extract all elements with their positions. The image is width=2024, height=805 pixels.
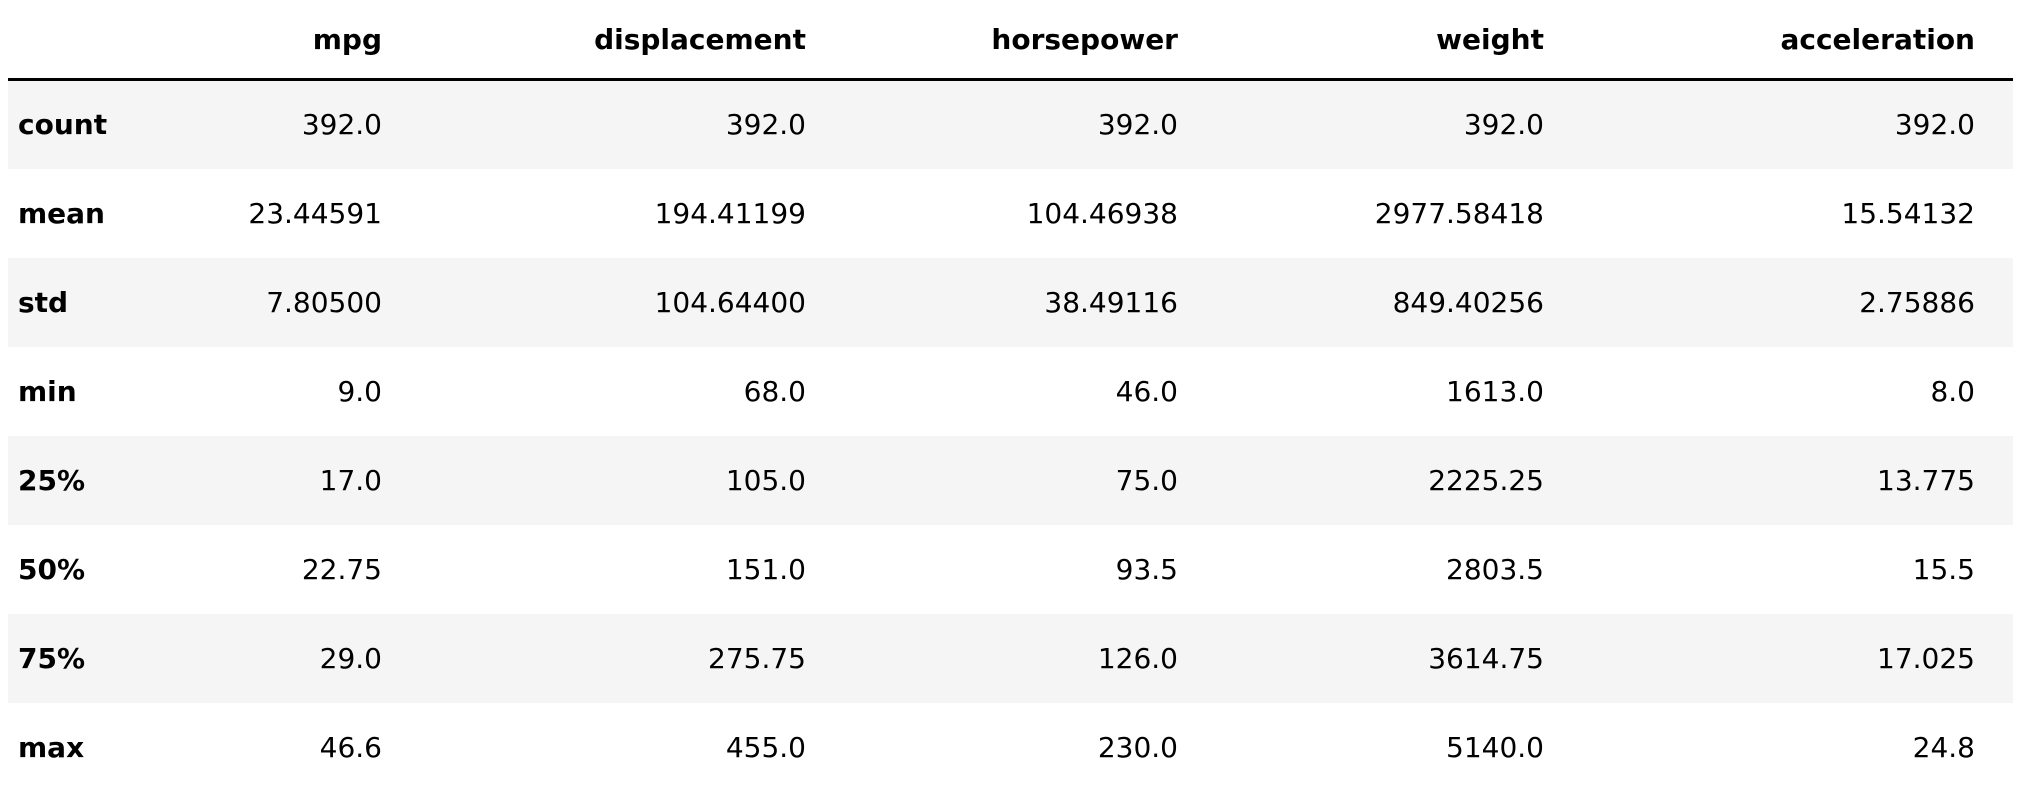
table-row: mean 23.44591 194.41199 104.46938 2977.5… (8, 169, 2013, 258)
table-row: 75% 29.0 275.75 126.0 3614.75 17.025 (8, 614, 2013, 703)
table-row: count 392.0 392.0 392.0 392.0 392.0 (8, 80, 2013, 169)
table-cell: 392.0 (806, 80, 1178, 169)
table-cell: 24.8 (1544, 703, 1975, 792)
table-cell: 13.775 (1544, 436, 1975, 525)
row-spacer (1975, 169, 2013, 258)
table-cell: 392.0 (1544, 80, 1975, 169)
table-cell: 2.75886 (1544, 258, 1975, 347)
table-cell: 392.0 (108, 80, 382, 169)
table-cell: 105.0 (382, 436, 806, 525)
table-cell: 46.6 (108, 703, 382, 792)
table-row: 50% 22.75 151.0 93.5 2803.5 15.5 (8, 525, 2013, 614)
table-cell: 392.0 (1178, 80, 1544, 169)
table-cell: 46.0 (806, 347, 1178, 436)
row-spacer (1975, 525, 2013, 614)
table-cell: 68.0 (382, 347, 806, 436)
row-label: min (8, 347, 108, 436)
table-cell: 849.40256 (1178, 258, 1544, 347)
table-cell: 15.54132 (1544, 169, 1975, 258)
table-cell: 38.49116 (806, 258, 1178, 347)
summary-statistics-table: mpg displacement horsepower weight accel… (8, 0, 2013, 792)
table-cell: 22.75 (108, 525, 382, 614)
header-row: mpg displacement horsepower weight accel… (8, 0, 2013, 80)
row-label: 50% (8, 525, 108, 614)
summary-statistics-table-container: mpg displacement horsepower weight accel… (8, 0, 2013, 792)
table-cell: 104.64400 (382, 258, 806, 347)
column-header-mpg: mpg (108, 0, 382, 80)
table-cell: 2803.5 (1178, 525, 1544, 614)
row-label: std (8, 258, 108, 347)
table-cell: 275.75 (382, 614, 806, 703)
row-label: mean (8, 169, 108, 258)
table-cell: 9.0 (108, 347, 382, 436)
table-cell: 93.5 (806, 525, 1178, 614)
header-spacer (1975, 0, 2013, 80)
table-cell: 7.80500 (108, 258, 382, 347)
table-cell: 104.46938 (806, 169, 1178, 258)
table-cell: 392.0 (382, 80, 806, 169)
table-cell: 17.025 (1544, 614, 1975, 703)
table-cell: 2977.58418 (1178, 169, 1544, 258)
table-body: count 392.0 392.0 392.0 392.0 392.0 mean… (8, 80, 2013, 792)
table-cell: 2225.25 (1178, 436, 1544, 525)
row-label: max (8, 703, 108, 792)
row-label: 75% (8, 614, 108, 703)
table-cell: 8.0 (1544, 347, 1975, 436)
table-cell: 5140.0 (1178, 703, 1544, 792)
table-row: 25% 17.0 105.0 75.0 2225.25 13.775 (8, 436, 2013, 525)
table-cell: 17.0 (108, 436, 382, 525)
table-cell: 151.0 (382, 525, 806, 614)
column-header-horsepower: horsepower (806, 0, 1178, 80)
column-header-acceleration: acceleration (1544, 0, 1975, 80)
table-cell: 126.0 (806, 614, 1178, 703)
table-cell: 23.44591 (108, 169, 382, 258)
table-cell: 75.0 (806, 436, 1178, 525)
row-spacer (1975, 258, 2013, 347)
table-cell: 230.0 (806, 703, 1178, 792)
row-spacer (1975, 436, 2013, 525)
row-label: 25% (8, 436, 108, 525)
table-row: std 7.80500 104.64400 38.49116 849.40256… (8, 258, 2013, 347)
column-header-weight: weight (1178, 0, 1544, 80)
row-spacer (1975, 614, 2013, 703)
table-cell: 3614.75 (1178, 614, 1544, 703)
table-row: min 9.0 68.0 46.0 1613.0 8.0 (8, 347, 2013, 436)
table-cell: 15.5 (1544, 525, 1975, 614)
row-spacer (1975, 347, 2013, 436)
index-header-corner (8, 0, 108, 80)
table-cell: 29.0 (108, 614, 382, 703)
row-label: count (8, 80, 108, 169)
table-cell: 194.41199 (382, 169, 806, 258)
table-row: max 46.6 455.0 230.0 5140.0 24.8 (8, 703, 2013, 792)
column-header-displacement: displacement (382, 0, 806, 80)
row-spacer (1975, 703, 2013, 792)
table-header: mpg displacement horsepower weight accel… (8, 0, 2013, 80)
row-spacer (1975, 80, 2013, 169)
table-cell: 455.0 (382, 703, 806, 792)
table-cell: 1613.0 (1178, 347, 1544, 436)
